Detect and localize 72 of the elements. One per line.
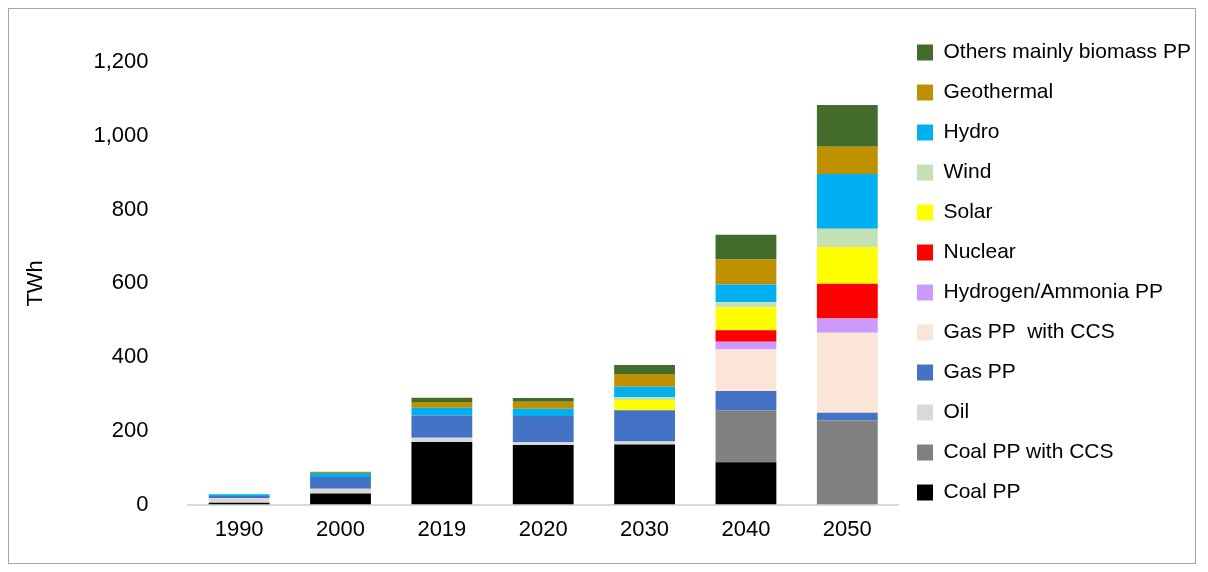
bar (715, 284, 777, 303)
legend-label: Gas PP with CCS (943, 319, 1115, 343)
bar (411, 407, 473, 416)
bar (411, 402, 473, 408)
bar (512, 398, 574, 402)
bar (816, 332, 878, 413)
legend-label: Oil (943, 399, 970, 423)
bar (816, 146, 878, 174)
bar (715, 302, 777, 308)
bar (816, 412, 878, 421)
bar (310, 476, 371, 489)
bar (614, 444, 675, 505)
bar (512, 416, 574, 442)
bar (512, 401, 574, 409)
bar (411, 415, 473, 438)
bar (614, 364, 675, 375)
legend-label: Coal PP (943, 479, 1021, 503)
x-tick-label: 2050 (822, 515, 872, 541)
legend-label: Gas PP (943, 359, 1016, 383)
bar (614, 410, 675, 442)
y-tick-label: 1,200 (93, 48, 149, 74)
bar (715, 391, 777, 411)
bar (715, 462, 777, 505)
y-tick-label: 0 (136, 490, 149, 516)
y-tick-label: 1,000 (93, 122, 149, 147)
bar (614, 441, 675, 445)
x-tick-label: 2019 (417, 515, 467, 541)
x-tick-label: 2000 (316, 515, 365, 541)
bar (310, 472, 371, 477)
bar (816, 104, 878, 147)
bar (715, 259, 777, 285)
legend-label: Others mainly biomass PP (943, 39, 1191, 63)
bar (614, 386, 675, 397)
bar (411, 397, 473, 403)
bar (614, 396, 675, 400)
y-tick-label: 600 (111, 269, 149, 295)
bar (816, 228, 878, 247)
legend-label: Coal PP with CCS (943, 439, 1114, 463)
bar (411, 441, 473, 505)
legend-label: Solar (943, 199, 993, 223)
bar (816, 283, 878, 319)
legend-label: Hydro (943, 119, 1000, 143)
bar (512, 444, 574, 505)
bar (411, 437, 473, 442)
x-tick-label: 2040 (721, 515, 771, 541)
bar (816, 173, 878, 229)
bar (614, 399, 675, 411)
legend-label: Nuclear (943, 239, 1016, 263)
y-tick-label: 200 (111, 416, 149, 442)
bar (816, 420, 878, 505)
legend-label: Hydrogen/Ammonia PP (943, 279, 1163, 303)
bar (816, 246, 878, 284)
bar (816, 318, 878, 333)
bar (310, 493, 371, 505)
bar (715, 234, 777, 260)
x-tick-label: 1990 (214, 515, 264, 541)
y-axis-title: TWh (22, 260, 48, 307)
bar (614, 374, 675, 387)
y-tick-label: 400 (111, 343, 149, 369)
legend-label: Wind (943, 159, 992, 183)
y-tick-label: 800 (111, 195, 149, 221)
x-tick-label: 2020 (518, 515, 568, 541)
x-tick-label: 2030 (620, 515, 670, 541)
bar (715, 307, 777, 331)
bar (310, 488, 371, 494)
bar (208, 497, 270, 503)
bar (512, 441, 574, 445)
bar (512, 408, 574, 417)
bar (715, 410, 777, 463)
legend-label: Geothermal (943, 79, 1054, 103)
bar (715, 349, 777, 392)
bar (715, 330, 777, 342)
